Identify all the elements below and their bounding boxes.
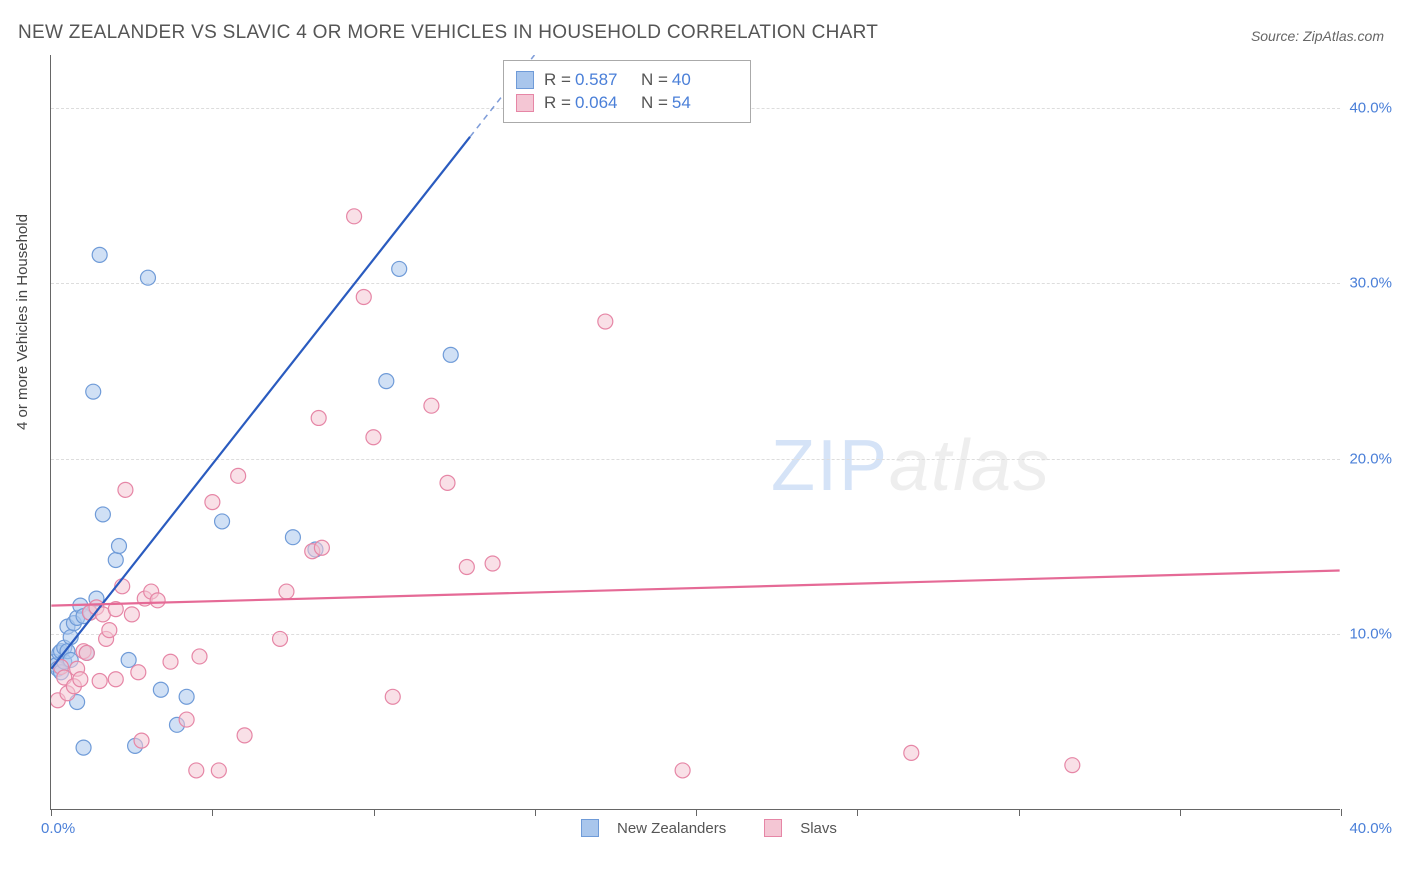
x-tick [51, 809, 52, 816]
point-slav [459, 560, 474, 575]
point-slav [366, 430, 381, 445]
y-axis-label: 4 or more Vehicles in Household [14, 214, 31, 430]
y-tick-label: 40.0% [1349, 99, 1392, 116]
point-slav [163, 654, 178, 669]
point-slav [273, 631, 288, 646]
x-tick [374, 809, 375, 816]
source-attribution: Source: ZipAtlas.com [1251, 28, 1384, 44]
r-value-slavs: 0.064 [575, 93, 623, 113]
point-newzealander [153, 682, 168, 697]
point-slav [237, 728, 252, 743]
point-slav [192, 649, 207, 664]
point-slav [311, 410, 326, 425]
point-slav [440, 475, 455, 490]
x-tick [212, 809, 213, 816]
point-slav [118, 482, 133, 497]
x-tick [857, 809, 858, 816]
r-label: R = [544, 93, 571, 113]
y-tick-label: 30.0% [1349, 275, 1392, 292]
point-newzealander [285, 530, 300, 545]
n-label: N = [641, 93, 668, 113]
x-axis-max-label: 40.0% [1349, 820, 1392, 837]
point-newzealander [86, 384, 101, 399]
point-slav [904, 745, 919, 760]
point-slav [1065, 758, 1080, 773]
legend-swatch-slavs [764, 819, 782, 837]
point-slav [279, 584, 294, 599]
point-slav [598, 314, 613, 329]
bottom-legend: New Zealanders Slavs [581, 819, 837, 837]
point-slav [102, 623, 117, 638]
point-newzealander [392, 261, 407, 276]
n-value-slavs: 54 [672, 93, 720, 113]
r-label: R = [544, 70, 571, 90]
chart-title: NEW ZEALANDER VS SLAVIC 4 OR MORE VEHICL… [18, 22, 878, 44]
point-slav [124, 607, 139, 622]
y-tick-label: 20.0% [1349, 450, 1392, 467]
r-value-newzealanders: 0.587 [575, 70, 623, 90]
point-slav [108, 672, 123, 687]
swatch-slavs [516, 94, 534, 112]
legend-label-newzealanders: New Zealanders [617, 820, 726, 837]
point-slav [150, 593, 165, 608]
point-newzealander [111, 538, 126, 553]
point-newzealander [379, 374, 394, 389]
x-tick [1019, 809, 1020, 816]
n-value-newzealanders: 40 [672, 70, 720, 90]
point-newzealander [215, 514, 230, 529]
point-slav [347, 209, 362, 224]
trendline-newzealander [51, 137, 470, 669]
point-newzealander [108, 553, 123, 568]
legend-item-newzealanders: New Zealanders [581, 819, 726, 837]
scatter-svg [51, 55, 1340, 809]
y-tick-label: 10.0% [1349, 626, 1392, 643]
legend-label-slavs: Slavs [800, 820, 837, 837]
point-newzealander [140, 270, 155, 285]
point-slav [79, 645, 94, 660]
point-slav [211, 763, 226, 778]
point-slav [385, 689, 400, 704]
n-label: N = [641, 70, 668, 90]
point-slav [205, 495, 220, 510]
point-slav [231, 468, 246, 483]
point-newzealander [121, 652, 136, 667]
x-tick [1180, 809, 1181, 816]
point-slav [92, 674, 107, 689]
point-slav [356, 289, 371, 304]
point-newzealander [76, 740, 91, 755]
point-slav [73, 672, 88, 687]
plot-area: ZIPatlas R = 0.587 N = 40 R = 0.064 N = … [50, 55, 1340, 810]
point-newzealander [179, 689, 194, 704]
swatch-newzealanders [516, 71, 534, 89]
point-slav [314, 540, 329, 555]
point-newzealander [92, 247, 107, 262]
point-newzealander [95, 507, 110, 522]
stats-row-slavs: R = 0.064 N = 54 [516, 93, 738, 113]
stats-row-newzealanders: R = 0.587 N = 40 [516, 70, 738, 90]
point-slav [131, 665, 146, 680]
x-tick [1341, 809, 1342, 816]
point-slav [179, 712, 194, 727]
point-newzealander [443, 347, 458, 362]
point-slav [485, 556, 500, 571]
trendline-slav [51, 571, 1339, 606]
stats-legend: R = 0.587 N = 40 R = 0.064 N = 54 [503, 60, 751, 123]
point-slav [134, 733, 149, 748]
x-tick [696, 809, 697, 816]
x-axis-min-label: 0.0% [41, 820, 75, 837]
point-slav [189, 763, 204, 778]
x-tick [535, 809, 536, 816]
point-slav [675, 763, 690, 778]
point-slav [424, 398, 439, 413]
legend-item-slavs: Slavs [764, 819, 837, 837]
legend-swatch-newzealanders [581, 819, 599, 837]
